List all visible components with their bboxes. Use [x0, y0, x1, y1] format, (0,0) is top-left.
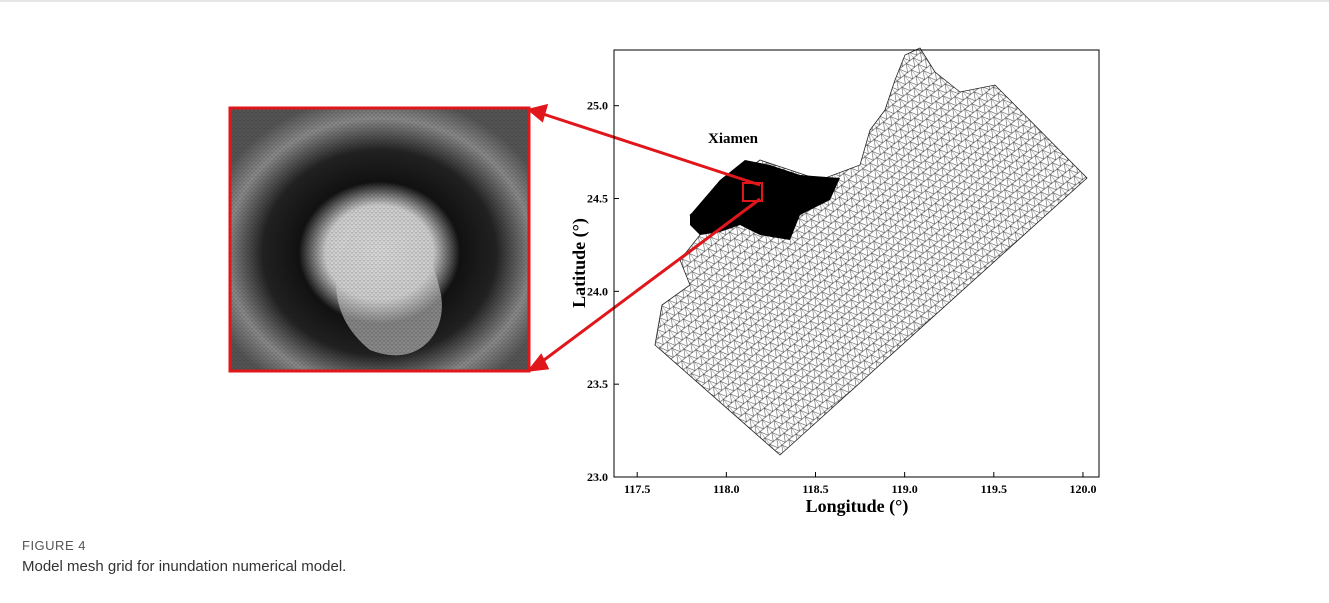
- y-tick-label: 24.5: [587, 192, 608, 206]
- figure-label: FIGURE 4: [22, 538, 86, 553]
- model-mesh: [655, 48, 1087, 455]
- y-tick-label: 23.5: [587, 377, 608, 391]
- x-axis-label: Longitude (°): [806, 496, 909, 517]
- annotation: Xiamen: [708, 131, 759, 147]
- x-tick-label: 119.0: [891, 482, 917, 496]
- x-tick-label: 119.5: [981, 482, 1007, 496]
- x-tick-label: 117.5: [624, 482, 650, 496]
- page: Xiamen Longitude (°) Latitude (°) 117.51…: [0, 0, 1329, 603]
- y-tick-label: 24.0: [587, 284, 608, 298]
- x-tick-label: 120.0: [1069, 482, 1096, 496]
- x-tick-label: 118.0: [713, 482, 739, 496]
- zoom-mesh: [230, 108, 529, 371]
- y-tick-label: 25.0: [587, 99, 608, 113]
- y-tick-label: 23.0: [587, 470, 608, 484]
- figure-caption: Model mesh grid for inundation numerical…: [22, 558, 346, 575]
- x-tick-label: 118.5: [802, 482, 828, 496]
